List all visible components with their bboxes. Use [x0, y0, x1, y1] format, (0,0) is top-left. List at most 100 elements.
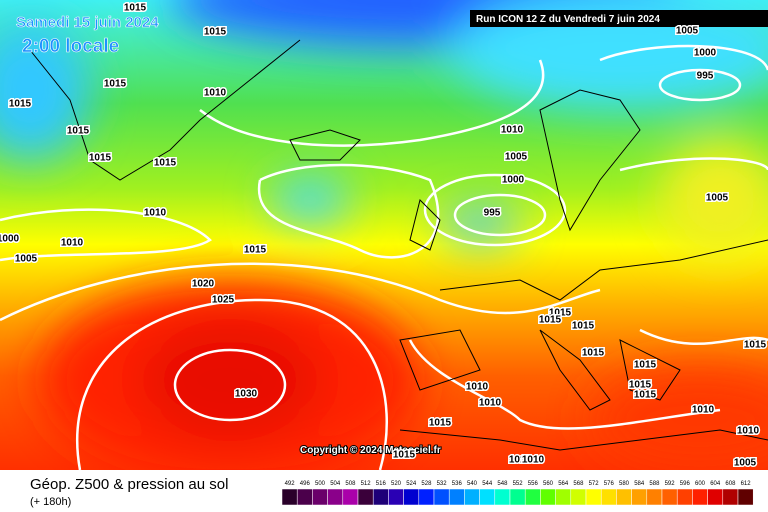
legend-level: 576 — [604, 481, 615, 487]
legend-swatch — [722, 488, 739, 506]
isobar-label: 1015 — [509, 455, 532, 466]
legend-swatch — [616, 488, 632, 506]
legend-swatch — [585, 488, 602, 506]
isobar-label: 995 — [484, 208, 501, 219]
isobar-label: 1005 — [15, 254, 38, 265]
legend-swatch — [707, 488, 724, 506]
isobar-label: 1015 — [429, 418, 452, 429]
legend-level: 540 — [467, 481, 478, 487]
legend-swatch — [737, 488, 754, 506]
legend-level: 568 — [573, 481, 584, 487]
legend-swatch — [281, 488, 298, 506]
isobar-label: 1015 — [67, 126, 90, 137]
legend-level: 532 — [437, 481, 448, 487]
legend-swatch — [494, 488, 511, 506]
legend-level: 516 — [376, 481, 387, 487]
run-banner — [470, 10, 768, 27]
isobar-label: 1010 — [522, 455, 545, 466]
legend-level: 564 — [558, 481, 569, 487]
legend-swatch — [296, 488, 313, 506]
isobar-label: 1015 — [104, 79, 127, 90]
isobar-label: 1015 — [124, 3, 147, 14]
legend-level: 608 — [725, 481, 736, 487]
isobar-label: 1015 — [154, 158, 177, 169]
legend-level: 592 — [665, 481, 676, 487]
legend-swatch — [342, 488, 359, 506]
lead-time: (+ 180h) — [30, 496, 71, 508]
isobar-label: 1015 — [634, 390, 657, 401]
legend-swatch — [388, 488, 404, 506]
legend-swatch — [372, 488, 389, 506]
legend-level: 604 — [710, 481, 721, 487]
isobar-label: 1010 — [204, 88, 227, 99]
legend-level: 512 — [361, 481, 372, 487]
legend-level: 572 — [589, 481, 600, 487]
legend-swatch — [661, 488, 678, 506]
isobar-label: 1010 — [479, 398, 502, 409]
isobar-label: 1000 — [694, 48, 717, 59]
legend-swatch — [555, 488, 572, 506]
legend-level: 584 — [634, 481, 645, 487]
legend-level: 588 — [649, 481, 660, 487]
isobar-label: 1005 — [505, 152, 528, 163]
isobar-label: 1015 — [539, 315, 562, 326]
legend-level: 580 — [619, 481, 630, 487]
isobar-label: 1015 — [582, 348, 605, 359]
legend-swatch — [433, 488, 450, 506]
isobar-label: 1015 — [244, 245, 267, 256]
legend-level: 548 — [497, 481, 508, 487]
legend-swatch — [327, 488, 344, 506]
isobar-label: 1005 — [676, 26, 699, 37]
legend-level: 596 — [680, 481, 691, 487]
legend-swatch — [312, 488, 328, 506]
isobar-label: 1025 — [212, 295, 235, 306]
legend-swatch — [600, 488, 617, 506]
legend-level: 544 — [482, 481, 493, 487]
isobar-label: 1030 — [235, 389, 258, 400]
legend-level: 508 — [345, 481, 356, 487]
isobar-label: 1000 — [0, 234, 20, 245]
legend-level: 612 — [741, 481, 752, 487]
legend-level: 600 — [695, 481, 706, 487]
isobar-label: 1010 — [737, 426, 760, 437]
isobar-label: 995 — [697, 71, 714, 82]
isobar-label: 1010 — [501, 125, 524, 136]
legend-swatch — [448, 488, 465, 506]
map-field — [0, 0, 768, 480]
legend-swatch — [646, 488, 663, 506]
legend-swatch — [570, 488, 587, 506]
isobar-label: 1015 — [744, 340, 767, 351]
legend-swatch — [479, 488, 496, 506]
isobar-label: 1015 — [634, 360, 657, 371]
isobar-label: 1010 — [692, 405, 715, 416]
legend-level: 496 — [300, 481, 311, 487]
isobar-label: 1015 — [629, 380, 652, 391]
isobar-label: 1005 — [734, 458, 757, 469]
legend-swatch — [464, 488, 480, 506]
isobar-label: 1010 — [144, 208, 167, 219]
isobar-label: 1010 — [466, 382, 489, 393]
legend-level: 492 — [285, 481, 296, 487]
legend-swatch — [692, 488, 708, 506]
legend-swatch — [418, 488, 435, 506]
isobar-label: 1015 — [572, 321, 595, 332]
legend-swatch — [540, 488, 556, 506]
legend-swatch — [357, 488, 374, 506]
legend-level: 524 — [406, 481, 417, 487]
valid-date: Samedi 15 juin 2024 — [16, 14, 159, 31]
isobar-label: 1015 — [549, 308, 572, 319]
legend-swatch — [631, 488, 648, 506]
legend-level: 504 — [330, 481, 341, 487]
legend-level: 552 — [513, 481, 524, 487]
isobar-label: 1010 — [61, 238, 84, 249]
isobar-label: 1005 — [706, 193, 729, 204]
isobar-label: 1015 — [9, 99, 32, 110]
legend-swatch — [403, 488, 420, 506]
legend-swatch — [524, 488, 541, 506]
legend-level: 500 — [315, 481, 326, 487]
legend-level: 536 — [452, 481, 463, 487]
legend-level: 556 — [528, 481, 539, 487]
run-info: Run ICON 12 Z du Vendredi 7 juin 2024 — [476, 14, 660, 25]
legend-swatch — [509, 488, 526, 506]
